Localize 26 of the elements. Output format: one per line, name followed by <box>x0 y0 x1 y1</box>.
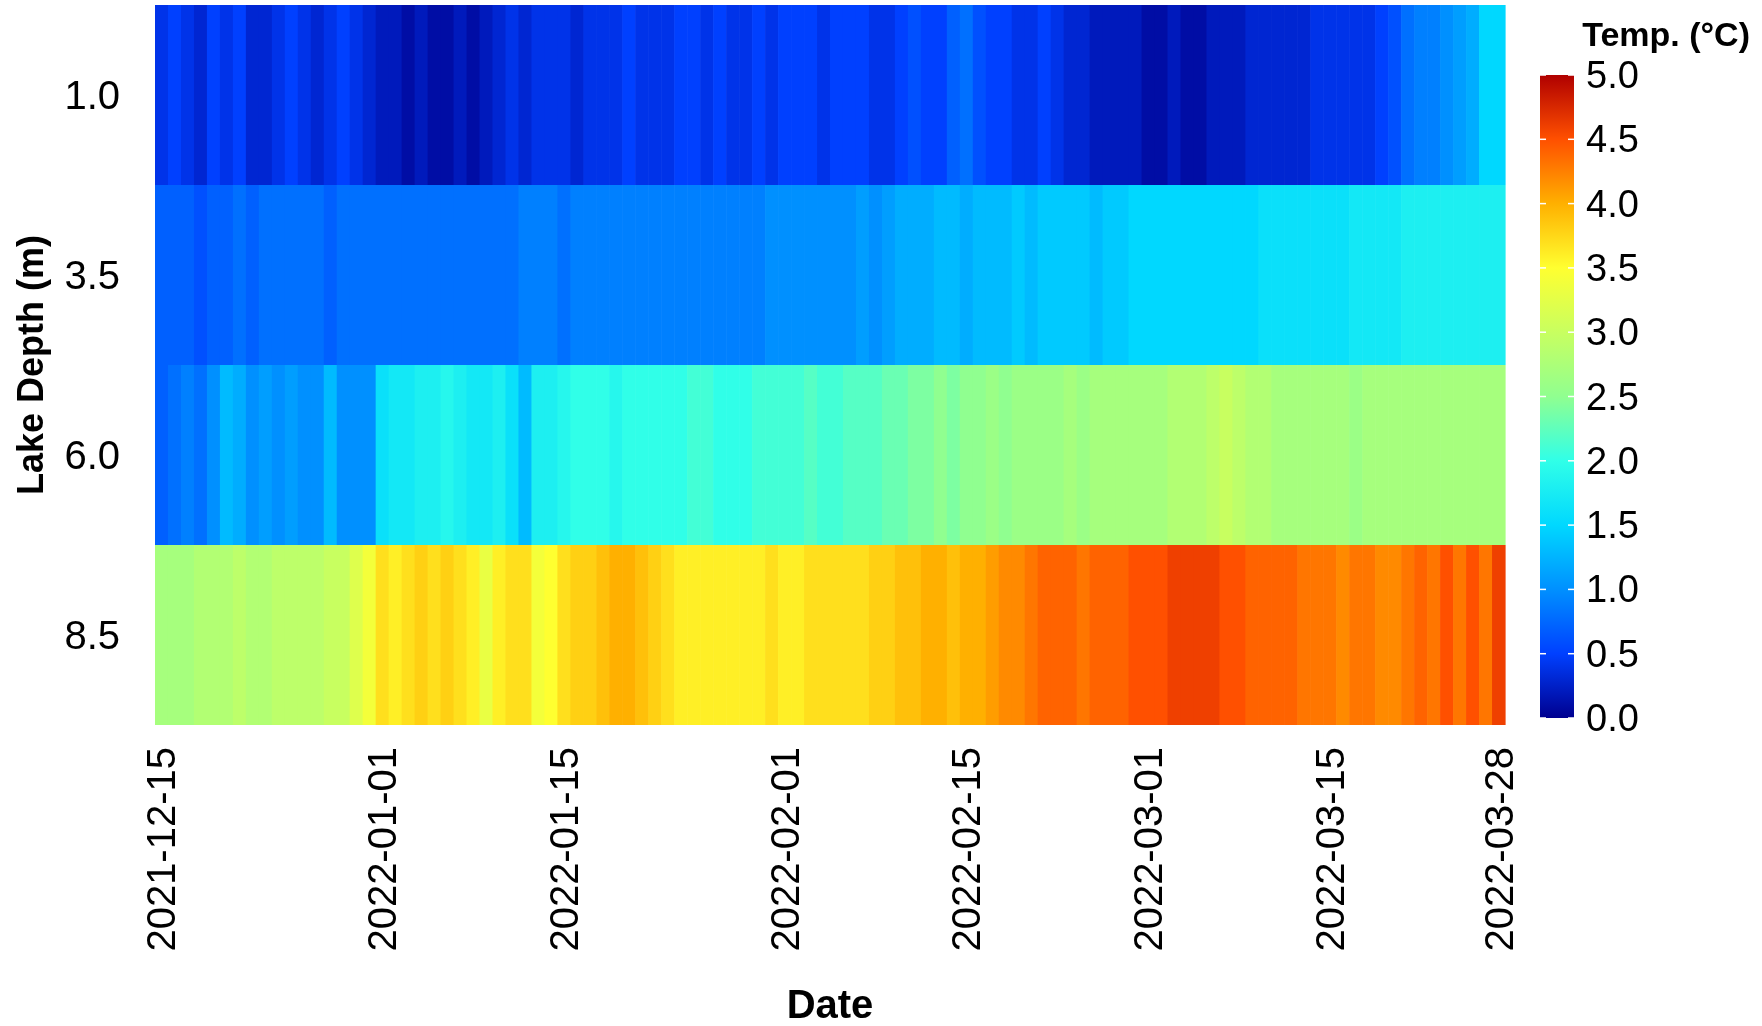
color-bar-label: 4.5 <box>1586 118 1639 161</box>
x-tick-label: 2021-12-15 <box>139 747 184 952</box>
color-bar-label: 0.0 <box>1586 697 1639 739</box>
color-bar-label: 4.0 <box>1586 182 1639 225</box>
color-bar-label: 1.0 <box>1586 568 1639 611</box>
y-axis-title: Lake Depth (m) <box>9 234 51 496</box>
y-tick-label: 1.0 <box>64 73 120 117</box>
x-tick-label: 2022-03-28 <box>1476 747 1521 952</box>
color-bar-label: 5.0 <box>1586 54 1639 96</box>
x-tick-label: 2022-01-01 <box>360 747 405 952</box>
x-tick-label: 2022-02-01 <box>762 747 807 952</box>
color-bar-label: 1.5 <box>1586 504 1639 547</box>
x-tick-label: 2022-03-01 <box>1126 747 1171 952</box>
y-tick-label: 8.5 <box>64 613 120 657</box>
y-tick-label: 3.5 <box>64 253 120 297</box>
color-bar-label: 2.0 <box>1586 439 1639 482</box>
x-tick-label: 2022-01-15 <box>541 747 586 952</box>
x-tick-label: 2022-02-15 <box>944 747 989 952</box>
color-bar-label: 2.5 <box>1586 375 1639 418</box>
color-bar-label: 3.5 <box>1586 246 1639 289</box>
color-bar-label: 3.0 <box>1586 311 1639 354</box>
color-bar-label: 0.5 <box>1586 632 1639 675</box>
y-tick-label: 6.0 <box>64 433 120 477</box>
x-tick-label: 2022-03-15 <box>1307 747 1352 952</box>
color-bar-title: Temp. (°C) <box>1582 15 1750 53</box>
x-axis-title: Date <box>786 982 874 1026</box>
